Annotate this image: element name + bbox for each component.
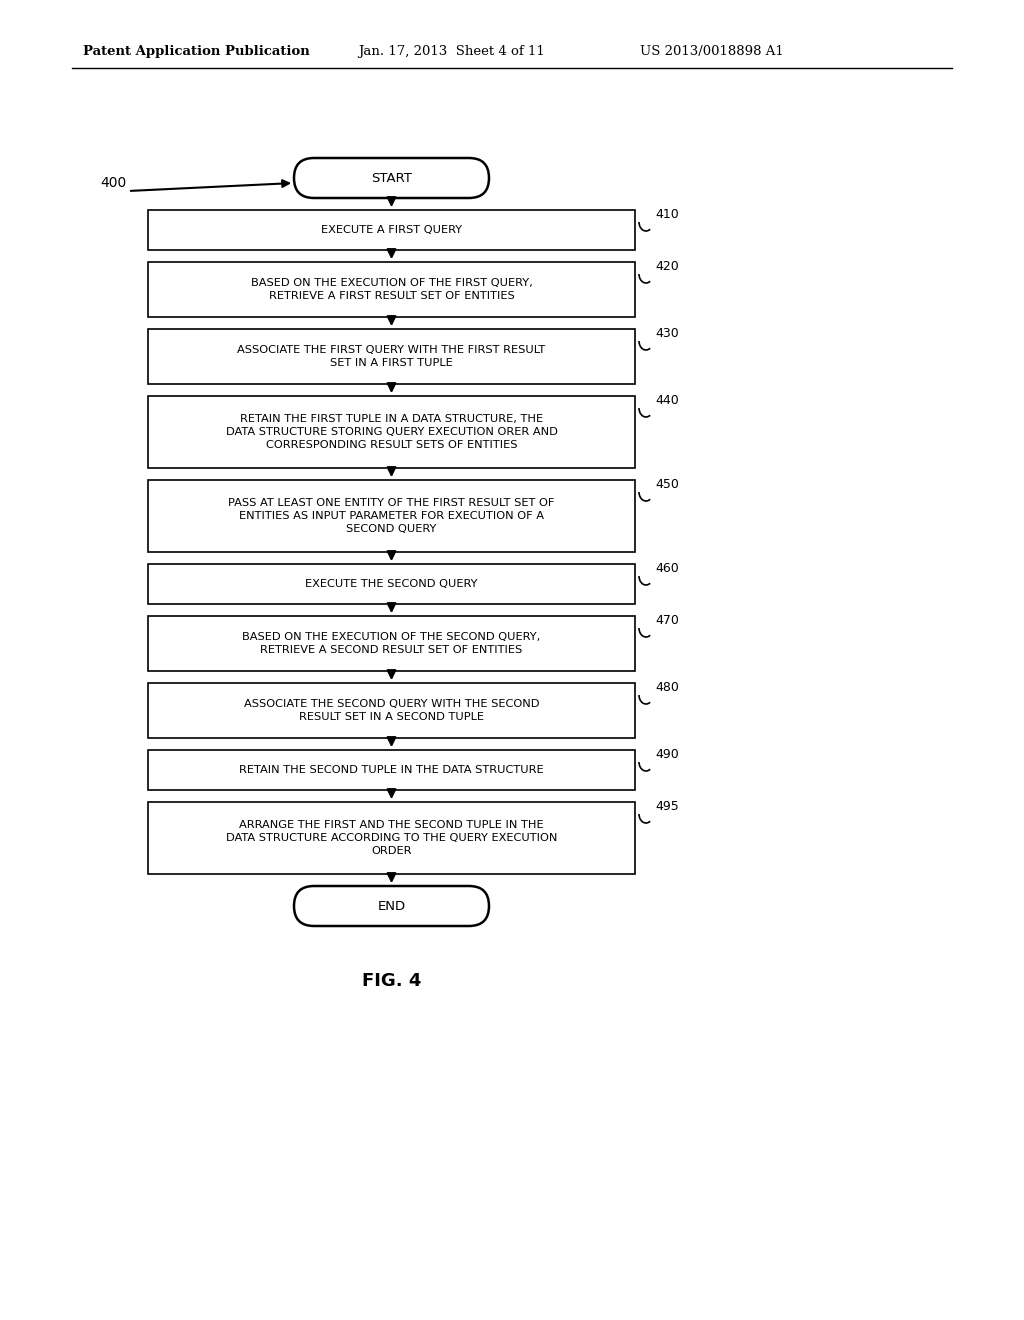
Bar xyxy=(148,750,635,789)
Bar xyxy=(148,329,635,384)
Bar xyxy=(148,480,635,552)
FancyBboxPatch shape xyxy=(294,886,489,927)
Text: EXECUTE A FIRST QUERY: EXECUTE A FIRST QUERY xyxy=(321,224,462,235)
Text: 430: 430 xyxy=(655,327,679,341)
Text: Patent Application Publication: Patent Application Publication xyxy=(83,45,309,58)
Text: END: END xyxy=(378,899,406,912)
Text: 495: 495 xyxy=(655,800,679,813)
Text: ASSOCIATE THE SECOND QUERY WITH THE SECOND
RESULT SET IN A SECOND TUPLE: ASSOCIATE THE SECOND QUERY WITH THE SECO… xyxy=(244,700,540,722)
Text: 490: 490 xyxy=(655,748,679,762)
Bar xyxy=(148,210,635,249)
Bar xyxy=(148,682,635,738)
Bar xyxy=(148,564,635,605)
Text: EXECUTE THE SECOND QUERY: EXECUTE THE SECOND QUERY xyxy=(305,579,478,589)
Text: FIG. 4: FIG. 4 xyxy=(361,972,421,990)
Text: PASS AT LEAST ONE ENTITY OF THE FIRST RESULT SET OF
ENTITIES AS INPUT PARAMETER : PASS AT LEAST ONE ENTITY OF THE FIRST RE… xyxy=(228,498,555,533)
FancyBboxPatch shape xyxy=(294,158,489,198)
Text: 480: 480 xyxy=(655,681,679,694)
Text: Jan. 17, 2013  Sheet 4 of 11: Jan. 17, 2013 Sheet 4 of 11 xyxy=(358,45,545,58)
Text: 470: 470 xyxy=(655,614,679,627)
Text: RETAIN THE FIRST TUPLE IN A DATA STRUCTURE, THE
DATA STRUCTURE STORING QUERY EXE: RETAIN THE FIRST TUPLE IN A DATA STRUCTU… xyxy=(225,414,557,450)
Text: 420: 420 xyxy=(655,260,679,273)
Text: 450: 450 xyxy=(655,478,679,491)
Text: RETAIN THE SECOND TUPLE IN THE DATA STRUCTURE: RETAIN THE SECOND TUPLE IN THE DATA STRU… xyxy=(240,766,544,775)
Text: US 2013/0018898 A1: US 2013/0018898 A1 xyxy=(640,45,783,58)
Text: 400: 400 xyxy=(100,176,126,190)
Text: START: START xyxy=(371,172,412,185)
Text: ASSOCIATE THE FIRST QUERY WITH THE FIRST RESULT
SET IN A FIRST TUPLE: ASSOCIATE THE FIRST QUERY WITH THE FIRST… xyxy=(238,345,546,368)
Text: BASED ON THE EXECUTION OF THE FIRST QUERY,
RETRIEVE A FIRST RESULT SET OF ENTITI: BASED ON THE EXECUTION OF THE FIRST QUER… xyxy=(251,279,532,301)
Text: 460: 460 xyxy=(655,562,679,576)
Text: 440: 440 xyxy=(655,393,679,407)
Text: 410: 410 xyxy=(655,209,679,220)
Text: BASED ON THE EXECUTION OF THE SECOND QUERY,
RETRIEVE A SECOND RESULT SET OF ENTI: BASED ON THE EXECUTION OF THE SECOND QUE… xyxy=(243,632,541,655)
Bar xyxy=(148,396,635,469)
Bar xyxy=(148,803,635,874)
Bar xyxy=(148,261,635,317)
Bar xyxy=(148,616,635,671)
Text: ARRANGE THE FIRST AND THE SECOND TUPLE IN THE
DATA STRUCTURE ACCORDING TO THE QU: ARRANGE THE FIRST AND THE SECOND TUPLE I… xyxy=(226,820,557,855)
